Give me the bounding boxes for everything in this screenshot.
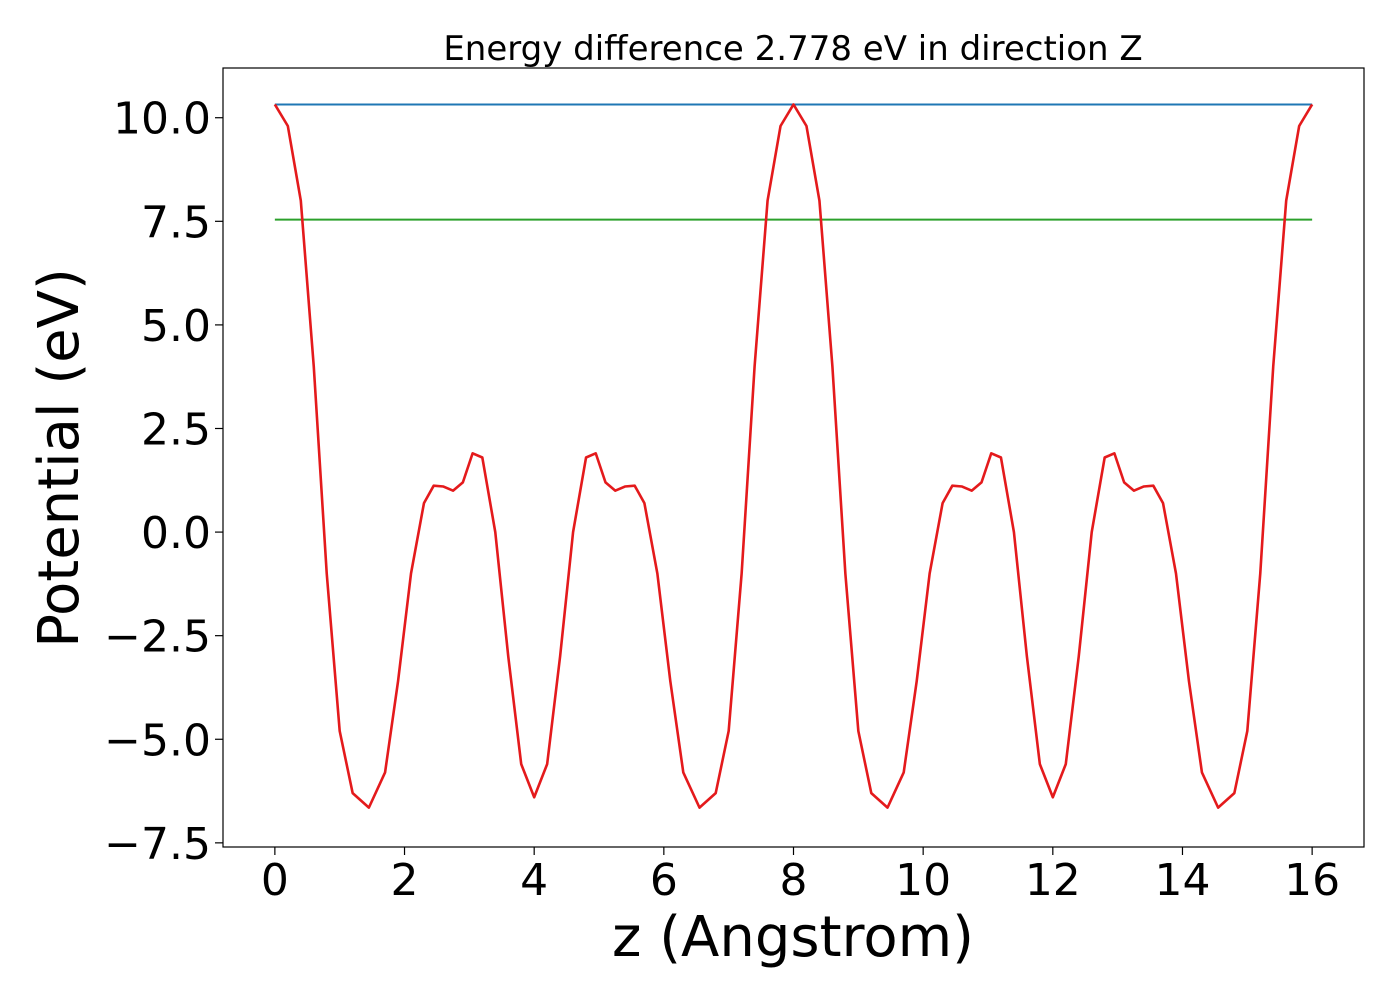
x-tick-label: 6 — [650, 855, 678, 906]
x-tick-label: 16 — [1284, 855, 1340, 906]
x-tick-label: 2 — [391, 855, 419, 906]
plot-frame — [222, 67, 1365, 848]
y-tick-label: −5.0 — [104, 715, 211, 766]
x-tick-label: 4 — [520, 855, 548, 906]
x-tick-label: 8 — [780, 855, 808, 906]
x-tick-label: 10 — [895, 855, 951, 906]
y-axis-title: Potential (eV) — [27, 268, 92, 648]
x-tick-label: 0 — [261, 855, 289, 906]
x-tick-label: 12 — [1025, 855, 1081, 906]
y-tick-label: 10.0 — [113, 94, 211, 145]
y-tick-label: −7.5 — [104, 819, 211, 870]
y-tick-label: 7.5 — [141, 197, 211, 248]
series-line-2 — [273, 103, 1314, 809]
y-axis: −7.5 −5.0 −2.5 0.0 2.5 5.0 7.5 10.0 — [104, 94, 223, 870]
x-axis-title: z (Angstrom) — [612, 905, 974, 970]
y-tick-label: 2.5 — [141, 404, 211, 455]
y-tick-label: 0.0 — [141, 508, 211, 559]
y-tick-label: −2.5 — [104, 612, 211, 663]
y-tick-label: 5.0 — [141, 301, 211, 352]
x-axis: 0 2 4 6 8 10 12 14 16 — [261, 847, 1340, 906]
chart-title: Energy difference 2.778 eV in direction … — [443, 29, 1142, 69]
x-tick-label: 14 — [1154, 855, 1210, 906]
series-layer — [273, 103, 1314, 809]
